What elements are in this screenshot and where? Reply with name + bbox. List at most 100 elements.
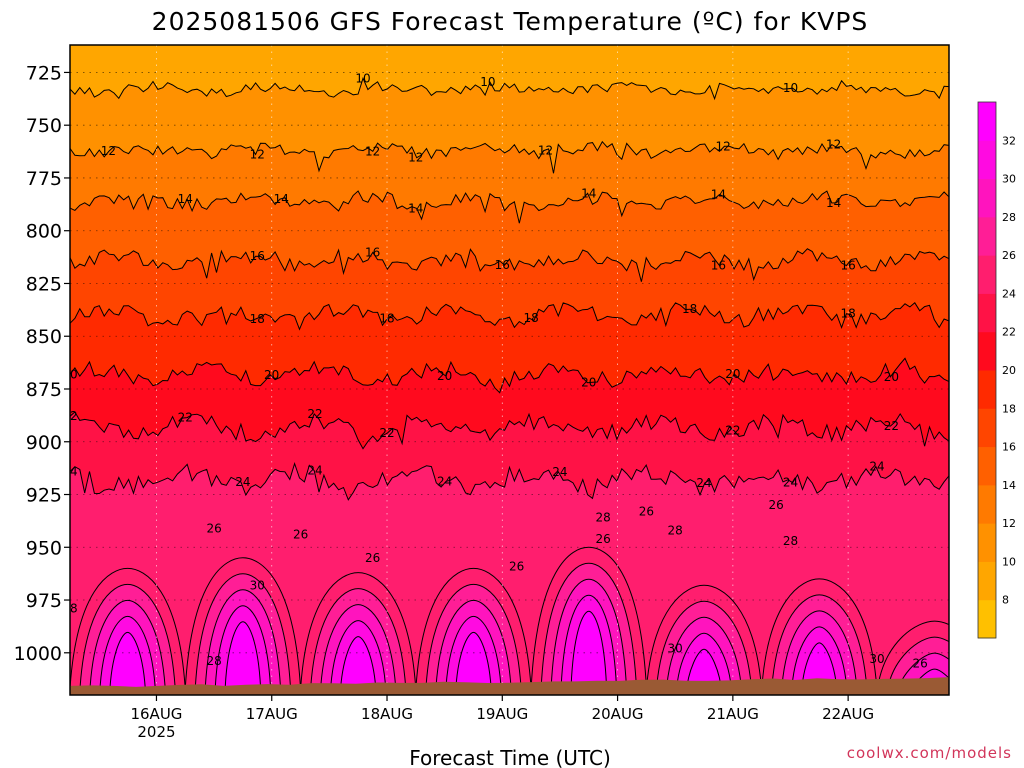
- colorbar: 8 10 12 14 16 18 20 22 24 26 28 30 32: [977, 101, 1016, 639]
- contour-label: 26: [639, 504, 654, 518]
- contour-lines: [70, 76, 949, 501]
- colorbar-tick-label: 18: [1002, 402, 1016, 415]
- contour-label: 18: [250, 312, 265, 326]
- colorbar-tick-label: 20: [1002, 364, 1016, 377]
- colorbar-swatch: [978, 523, 996, 562]
- colorbar-tick-label: 16: [1002, 441, 1016, 454]
- contour-label: 10: [783, 81, 798, 95]
- contour-line-22: [70, 411, 949, 450]
- y-tick-label: 750: [26, 115, 62, 137]
- contour-label: 28: [596, 511, 611, 525]
- colorbar-swatch: [978, 255, 996, 294]
- contour-label: 24: [307, 464, 322, 478]
- contour-label: 16: [711, 259, 726, 273]
- contour-label: 20: [62, 367, 77, 381]
- colorbar-swatch: [978, 484, 996, 524]
- y-tick-label: 825: [26, 273, 62, 295]
- colorbar-swatch: [978, 140, 996, 180]
- contour-label: 22: [884, 419, 899, 433]
- contour-label: 28: [668, 523, 683, 537]
- contour-label: 24: [437, 474, 452, 488]
- contour-line-16: [70, 248, 949, 282]
- contour-label: 26: [596, 532, 611, 546]
- contour-label: 28: [206, 654, 221, 668]
- contour-label: 26: [293, 528, 308, 542]
- y-tick-label: 875: [26, 379, 62, 401]
- chart-title: 2025081506 GFS Forecast Temperature (ºC)…: [152, 7, 869, 36]
- contour-label: 14: [581, 186, 596, 200]
- warm-core-contour: [570, 610, 608, 695]
- contour-label: 14: [711, 188, 726, 202]
- contour-label: 12: [408, 151, 423, 165]
- contour-label: 16: [495, 258, 510, 272]
- x-axis-label: Forecast Time (UTC): [409, 746, 611, 768]
- contour-label: 22: [725, 424, 740, 438]
- y-tick-label: 850: [26, 326, 62, 348]
- contour-line-12: [70, 140, 949, 174]
- colorbar-swatch: [978, 561, 996, 601]
- contour-line-10: [70, 76, 949, 101]
- warm-core-contour: [339, 636, 377, 695]
- y-tick-label: 775: [26, 168, 62, 190]
- contour-label: 26: [365, 551, 380, 565]
- y-tick-label: 975: [26, 590, 62, 612]
- contour-label: 16: [365, 245, 380, 259]
- x-tick-label: 18AUG: [361, 705, 413, 723]
- contour-label: 30: [668, 642, 683, 656]
- contour-label: 18: [523, 311, 538, 325]
- contour-label: 10: [480, 75, 495, 89]
- contour-label: 22: [62, 409, 77, 423]
- contour-label: 24: [62, 465, 77, 479]
- contour-label: 14: [826, 196, 841, 210]
- contour-label: 16: [250, 249, 265, 263]
- contour-line-20: [70, 357, 949, 394]
- contour-label: 26: [768, 498, 783, 512]
- x-tick-label: 19AUG: [476, 705, 528, 723]
- y-tick-label: 725: [26, 62, 62, 84]
- y-tick-label: 1000: [14, 643, 62, 665]
- plot-area: 10 10 10 12 12 12 12 12 12 12 14 14 14 14 14 14 16 16 16 16…: [62, 45, 949, 695]
- colorbar-tick-label: 12: [1002, 517, 1016, 530]
- contour-label: 24: [783, 476, 798, 490]
- y-tick-label: 925: [26, 485, 62, 507]
- contour-label: 20: [884, 370, 899, 384]
- colorbar-swatch: [978, 408, 996, 448]
- contour-line-14: [70, 190, 949, 224]
- contour-label: 26: [913, 656, 928, 670]
- contour-label: 12: [826, 138, 841, 152]
- x-tick-sublabel: 2025: [137, 723, 175, 741]
- contour-label: 20: [437, 369, 452, 383]
- contour-label: 14: [274, 192, 289, 206]
- x-tick-label: 17AUG: [246, 705, 298, 723]
- y-tick-label: 900: [26, 432, 62, 454]
- colorbar-swatch: [978, 102, 996, 141]
- x-tick-label: 22AUG: [822, 705, 874, 723]
- y-axis: 725 750 775 800 825 850 875 900 925 950 975 1000: [14, 62, 70, 665]
- x-tick-label: 21AUG: [707, 705, 759, 723]
- contour-label: 22: [379, 426, 394, 440]
- contour-label: 24: [869, 460, 884, 474]
- colorbar-tick-label: 24: [1002, 287, 1016, 300]
- warm-core-contour: [224, 621, 262, 695]
- contour-label: 18: [840, 307, 855, 321]
- contour-label: 24: [552, 465, 567, 479]
- warm-core-contour: [454, 631, 493, 695]
- contour-label: 10: [355, 71, 370, 85]
- contour-label: 26: [206, 521, 221, 535]
- colorbar-swatch: [978, 370, 996, 409]
- contour-label: 16: [840, 259, 855, 273]
- contour-labels: 10 10 10 12 12 12 12 12 12 12 14 14 14 14 14 14 16 16 16 16…: [62, 71, 928, 670]
- contour-label: 30: [869, 652, 884, 666]
- colorbar-tick-label: 10: [1002, 555, 1016, 568]
- contour-label: 22: [178, 411, 193, 425]
- colorbar-swatch: [978, 293, 996, 333]
- plot-frame: [69, 44, 950, 696]
- contour-label: 28: [783, 534, 798, 548]
- warm-cores: [70, 546, 949, 695]
- colorbar-swatch: [978, 599, 996, 639]
- x-tick-label: 16AUG: [130, 705, 182, 723]
- colorbar-frame: [977, 101, 997, 639]
- ground: [70, 677, 949, 695]
